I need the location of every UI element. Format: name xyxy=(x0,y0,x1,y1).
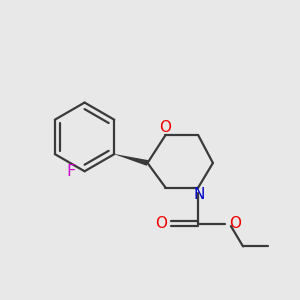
Text: O: O xyxy=(229,216,241,231)
Text: F: F xyxy=(66,164,76,179)
Polygon shape xyxy=(114,154,148,166)
Text: N: N xyxy=(193,187,205,202)
Text: O: O xyxy=(159,121,171,136)
Text: O: O xyxy=(156,216,168,231)
